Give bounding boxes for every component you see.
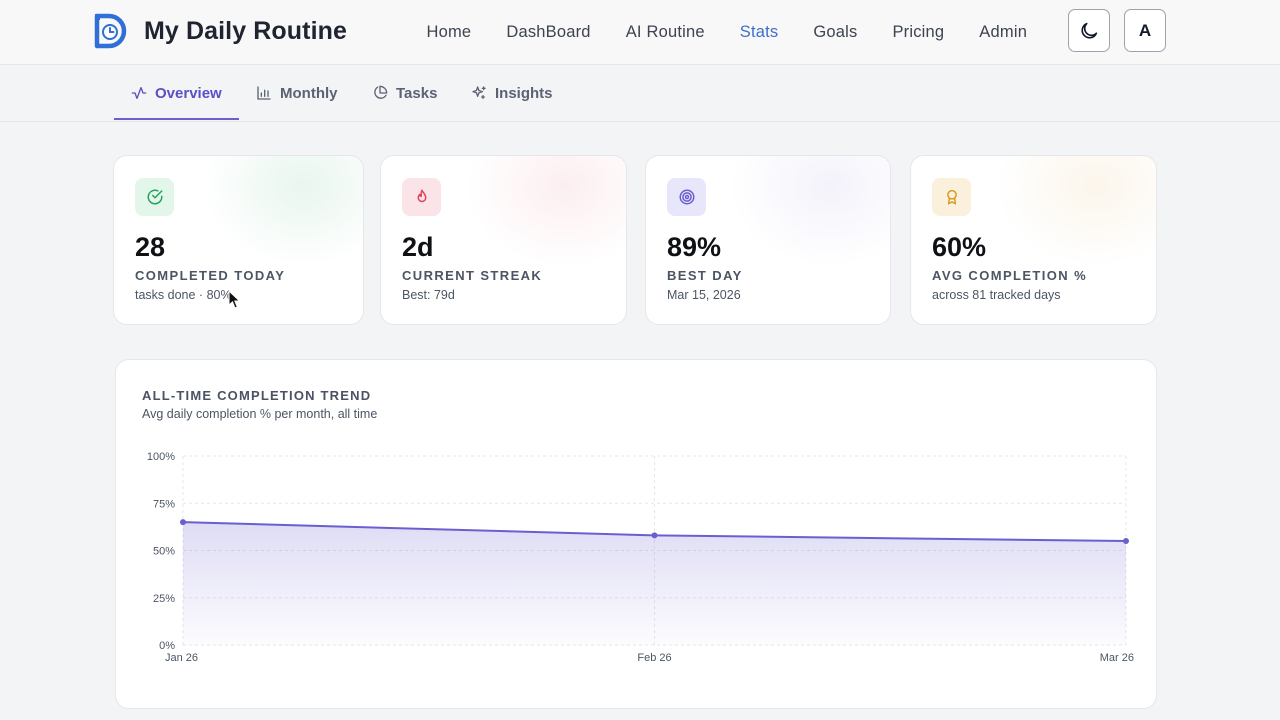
tab-insights[interactable]: Insights xyxy=(471,65,553,121)
y-tick-label: 0% xyxy=(159,640,175,652)
theme-toggle-button[interactable] xyxy=(1068,9,1110,52)
stat-subtext: Mar 15, 2026 xyxy=(667,288,741,302)
tab-label: Monthly xyxy=(280,84,338,102)
stat-label: COMPLETED TODAY xyxy=(135,268,286,283)
nav-dashboard[interactable]: DashBoard xyxy=(506,22,591,41)
stat-value: 89% xyxy=(667,232,722,262)
tab-label: Overview xyxy=(155,84,222,102)
flame-icon xyxy=(417,189,426,203)
mouse-cursor-icon xyxy=(228,290,241,309)
card-glow xyxy=(203,156,363,266)
check-circle-icon xyxy=(147,189,162,205)
stat-card-current-streak: 2d CURRENT STREAK Best: 79d xyxy=(380,155,627,325)
nav-admin[interactable]: Admin xyxy=(979,22,1028,41)
stat-value: 28 xyxy=(135,232,166,262)
avatar-initial: A xyxy=(1138,20,1152,40)
y-tick-label: 25% xyxy=(153,593,175,605)
stat-label: AVG COMPLETION % xyxy=(932,268,1088,283)
y-tick-label: 50% xyxy=(153,546,175,558)
x-tick-label: Feb 26 xyxy=(637,652,671,664)
stat-card-avg-completion: 60% AVG COMPLETION % across 81 tracked d… xyxy=(910,155,1157,325)
stat-label: CURRENT STREAK xyxy=(402,268,543,283)
nav-ai-routine[interactable]: AI Routine xyxy=(625,22,705,41)
stat-subtext: tasks done · 80% xyxy=(135,288,232,302)
y-tick-label: 100% xyxy=(147,451,175,463)
completion-trend-chart: 0% 25% 50% 75% 100% Jan 26 Feb 26 Mar 26 xyxy=(147,451,1134,664)
nav-stats[interactable]: Stats xyxy=(739,22,779,41)
x-tick-label: Mar 26 xyxy=(1100,652,1134,664)
stat-subtext: across 81 tracked days xyxy=(932,288,1061,302)
main-nav: Home DashBoard AI Routine Stats Goals Pr… xyxy=(409,0,1045,64)
tab-tasks[interactable]: Tasks xyxy=(372,65,437,121)
stat-subtext: Best: 79d xyxy=(402,288,455,302)
clock-d-logo-icon xyxy=(94,13,127,49)
stat-icon-box xyxy=(932,178,971,216)
trend-area-fill xyxy=(183,522,1126,645)
stat-icon-box xyxy=(135,178,174,216)
trend-point xyxy=(180,519,186,526)
activity-icon xyxy=(131,87,147,99)
target-icon xyxy=(679,189,694,205)
award-icon xyxy=(946,189,957,205)
tab-overview[interactable]: Overview xyxy=(131,65,222,121)
trend-point xyxy=(1123,538,1129,545)
completion-trend-panel: ALL-TIME COMPLETION TREND Avg daily comp… xyxy=(115,359,1157,709)
stat-icon-box xyxy=(402,178,441,216)
stat-value: 60% xyxy=(932,232,987,262)
tab-monthly[interactable]: Monthly xyxy=(256,65,338,121)
app-title: My Daily Routine xyxy=(144,16,348,45)
x-tick-label: Jan 26 xyxy=(165,652,198,664)
stat-card-completed-today: 28 COMPLETED TODAY tasks done · 80% xyxy=(113,155,364,325)
user-avatar-button[interactable]: A xyxy=(1124,9,1166,52)
tab-label: Insights xyxy=(495,84,553,102)
stat-icon-box xyxy=(667,178,706,216)
chart-subtitle: Avg daily completion % per month, all ti… xyxy=(142,407,378,421)
card-glow xyxy=(996,156,1156,266)
y-tick-label: 75% xyxy=(153,498,175,510)
stats-tabs: Overview Monthly Tasks Insights xyxy=(0,65,1280,122)
moon-icon xyxy=(1081,22,1098,39)
stat-value: 2d xyxy=(402,232,434,262)
pie-chart-icon xyxy=(374,85,388,99)
sparkles-icon xyxy=(472,86,486,99)
nav-goals[interactable]: Goals xyxy=(813,22,858,41)
nav-pricing[interactable]: Pricing xyxy=(892,22,945,41)
brand[interactable]: My Daily Routine xyxy=(94,12,347,50)
trend-point xyxy=(651,532,658,539)
stat-card-best-day: 89% BEST DAY Mar 15, 2026 xyxy=(645,155,891,325)
active-tab-indicator xyxy=(114,118,239,120)
bar-chart-icon xyxy=(257,86,271,100)
chart-title: ALL-TIME COMPLETION TREND xyxy=(142,388,372,403)
tab-label: Tasks xyxy=(396,84,438,102)
top-navbar: My Daily Routine Home DashBoard AI Routi… xyxy=(0,0,1280,65)
card-glow xyxy=(730,156,890,266)
stat-label: BEST DAY xyxy=(667,268,743,283)
nav-home[interactable]: Home xyxy=(426,22,472,41)
card-glow xyxy=(466,156,626,266)
